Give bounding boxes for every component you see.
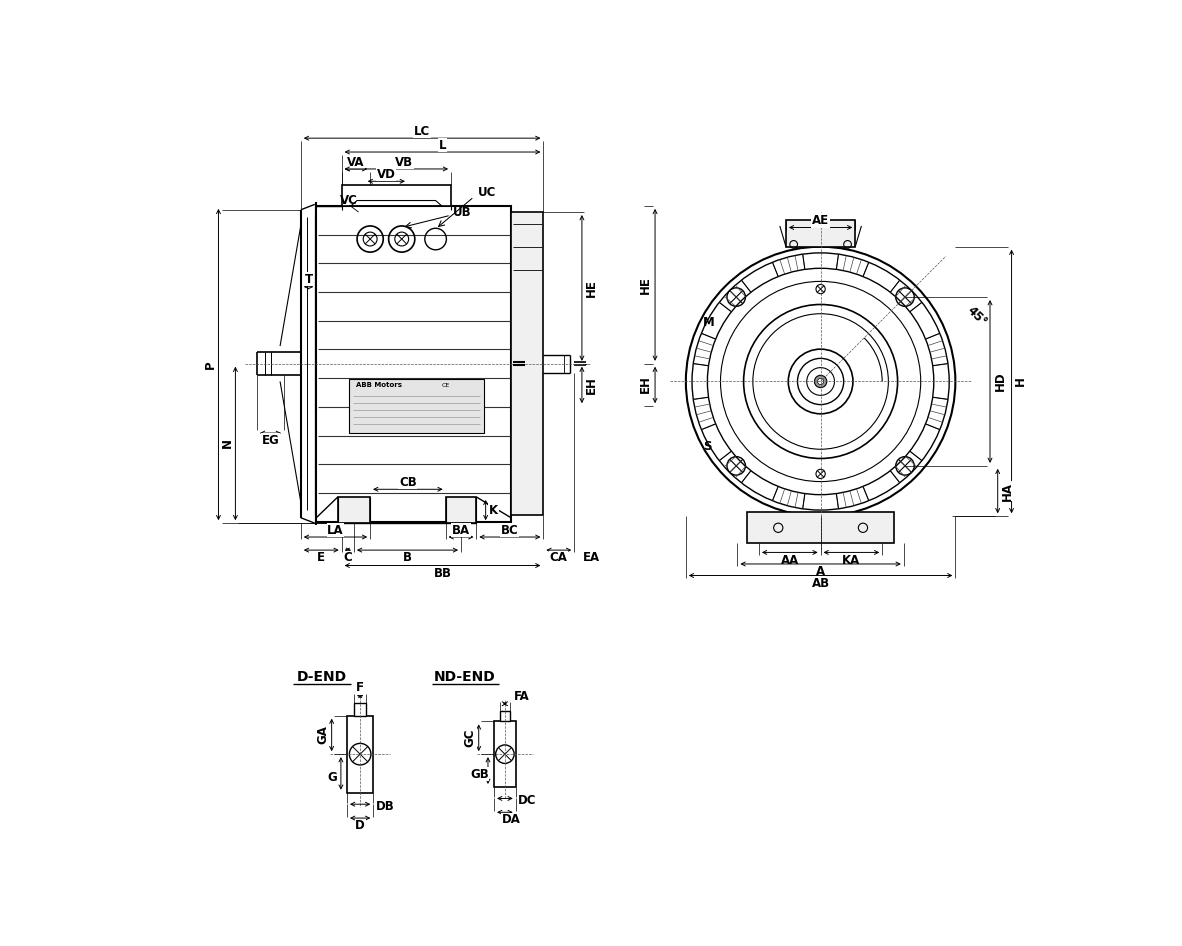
Text: EH: EH [585,376,598,394]
Text: D: D [356,819,365,832]
Text: K: K [489,503,498,517]
Text: HE: HE [638,276,651,294]
Bar [511,212,544,516]
Text: BC: BC [501,523,519,536]
Text: P: P [203,360,216,369]
Text: HE: HE [585,279,598,297]
Text: UC: UC [478,186,496,200]
Bar [350,379,485,433]
Text: DB: DB [376,800,394,813]
Circle shape [814,376,826,388]
Text: AB: AB [812,577,830,589]
Bar [747,513,894,543]
Text: AE: AE [812,214,829,227]
Text: BB: BB [434,567,452,580]
Text: F: F [356,681,364,694]
Text: LC: LC [414,125,430,138]
Text: BA: BA [452,523,470,536]
Text: AA: AA [780,553,799,567]
Text: CA: CA [550,552,567,565]
Text: EH: EH [638,376,651,394]
Text: DA: DA [501,814,520,827]
Text: ABB Motors: ABB Motors [356,382,402,388]
Text: B: B [403,552,413,565]
Text: VA: VA [348,155,365,168]
Text: E: E [317,552,325,565]
Text: UB: UB [454,205,472,219]
Bar [348,716,374,793]
Text: VB: VB [395,155,413,168]
Text: M: M [703,316,715,329]
Bar [338,497,370,523]
Text: VC: VC [340,194,358,207]
Bar [353,703,366,716]
Bar [786,219,856,247]
Bar [446,497,476,523]
Text: GC: GC [463,728,476,747]
Bar [500,711,509,722]
Text: D-END: D-END [297,670,346,684]
Text: 45°: 45° [965,304,989,328]
Text: C: C [344,552,352,565]
Bar [494,722,515,787]
Text: CB: CB [400,476,417,489]
Text: GA: GA [316,726,329,745]
Text: N: N [220,438,233,448]
Text: ND-END: ND-END [434,670,495,684]
Text: CE: CE [442,383,450,388]
Text: H: H [1014,377,1027,386]
Text: FA: FA [514,690,530,703]
Bar [342,185,452,206]
Text: L: L [439,139,447,151]
Text: A: A [816,565,825,578]
Text: VD: VD [377,167,396,181]
Text: HD: HD [994,372,1007,392]
Text: LA: LA [327,523,344,536]
Bar [317,206,511,521]
Text: DC: DC [518,795,537,807]
Text: KA: KA [843,553,860,567]
Circle shape [818,378,824,385]
Text: G: G [327,771,337,783]
Text: S: S [703,440,712,452]
Text: EA: EA [584,552,600,565]
Text: EG: EG [261,433,279,447]
Text: T: T [305,272,312,286]
Text: GB: GB [470,768,489,780]
Text: HA: HA [1001,482,1014,500]
